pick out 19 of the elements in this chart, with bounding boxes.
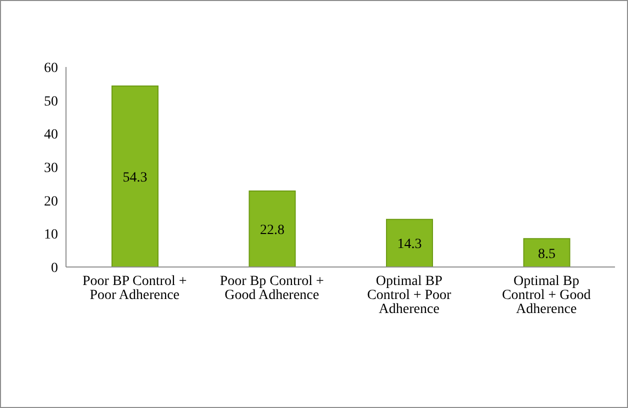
data-label: 8.5 [538, 246, 556, 262]
bar [112, 86, 158, 267]
y-tick-label: 60 [44, 60, 58, 76]
y-tick-label: 40 [44, 128, 58, 143]
data-label: 54.3 [122, 170, 148, 186]
bar [523, 238, 570, 267]
y-tick-label: 50 [44, 94, 58, 110]
bar [386, 218, 433, 267]
x-tick-label: Optimal BP Control + Poor Adherence [367, 274, 452, 317]
data-label: 14.3 [397, 237, 422, 252]
x-tick-label: Poor BP Control + Poor Adherence [82, 274, 187, 303]
x-tick-label: Poor Bp Control + Good Adherence [220, 274, 324, 303]
y-tick-label: 20 [44, 194, 58, 210]
y-tick-label: 30 [44, 160, 58, 176]
data-label: 22.8 [260, 222, 284, 238]
x-tick-label: Optimal Bp Control + Good Adherence [502, 274, 591, 317]
y-tick-label: 10 [44, 228, 58, 243]
y-tick-label: 0 [51, 260, 58, 276]
bar [248, 190, 296, 267]
